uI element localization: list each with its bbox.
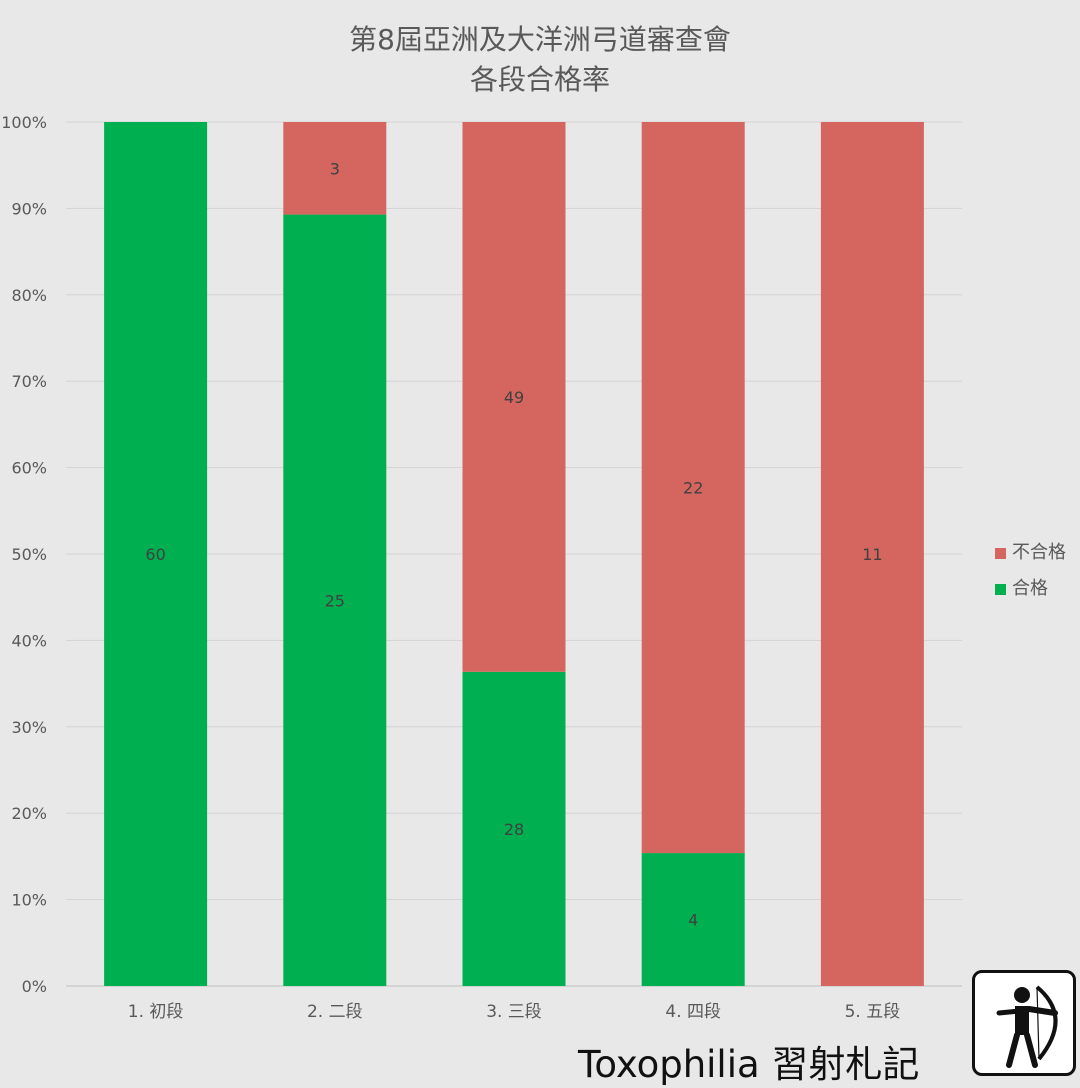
legend-swatch-fail (995, 547, 1006, 559)
x-tick-label: 1. 初段 (128, 1002, 184, 1022)
bar-segment-pass (641, 853, 745, 986)
y-tick-label: 40% (11, 631, 47, 650)
bar-segment-fail (462, 122, 566, 672)
bar-segment-fail (820, 122, 924, 986)
x-tick-label: 5. 五段 (845, 1002, 901, 1022)
y-tick-label: 20% (11, 804, 47, 823)
legend-item-fail: 不合格 (995, 538, 1066, 564)
x-tick-label: 3. 三段 (486, 1002, 542, 1022)
x-tick-label: 2. 二段 (307, 1002, 363, 1022)
chart-title: 第8屆亞洲及大洋洲弓道審查會 (349, 23, 731, 56)
legend-label-pass: 合格 (1012, 578, 1048, 599)
y-tick-label: 0% (22, 977, 47, 996)
y-tick-label: 30% (11, 718, 47, 737)
bar-segment-pass (104, 122, 208, 986)
y-tick-label: 60% (11, 459, 47, 478)
y-tick-label: 10% (11, 891, 47, 910)
y-tick-label: 50% (11, 545, 47, 564)
data-label: 28 (504, 820, 524, 839)
archer-icon (996, 985, 1058, 1068)
bar-segment-pass (462, 671, 566, 986)
y-tick-label: 100% (1, 113, 47, 132)
data-label: 4 (688, 911, 698, 930)
x-tick-label: 4. 四段 (665, 1002, 721, 1022)
legend-label-fail: 不合格 (1012, 542, 1066, 563)
data-label: 11 (862, 545, 882, 564)
y-tick-label: 90% (11, 199, 47, 218)
data-label: 49 (504, 388, 524, 407)
data-label: 25 (325, 591, 345, 610)
bar-segment-pass (283, 214, 387, 987)
bar-segment-fail (283, 122, 387, 215)
chart-subtitle: 各段合格率 (469, 63, 610, 96)
data-label: 22 (683, 479, 703, 498)
y-tick-label: 70% (11, 372, 47, 391)
legend-swatch-pass (995, 583, 1006, 595)
bar-segment-fail (641, 122, 745, 854)
legend-item-pass: 合格 (995, 574, 1048, 600)
data-label: 60 (145, 545, 165, 564)
y-tick-label: 80% (11, 286, 47, 305)
logo (972, 970, 1076, 1076)
data-label: 3 (330, 159, 340, 178)
watermark-text: Toxophilia 習射札記 (578, 1043, 920, 1086)
